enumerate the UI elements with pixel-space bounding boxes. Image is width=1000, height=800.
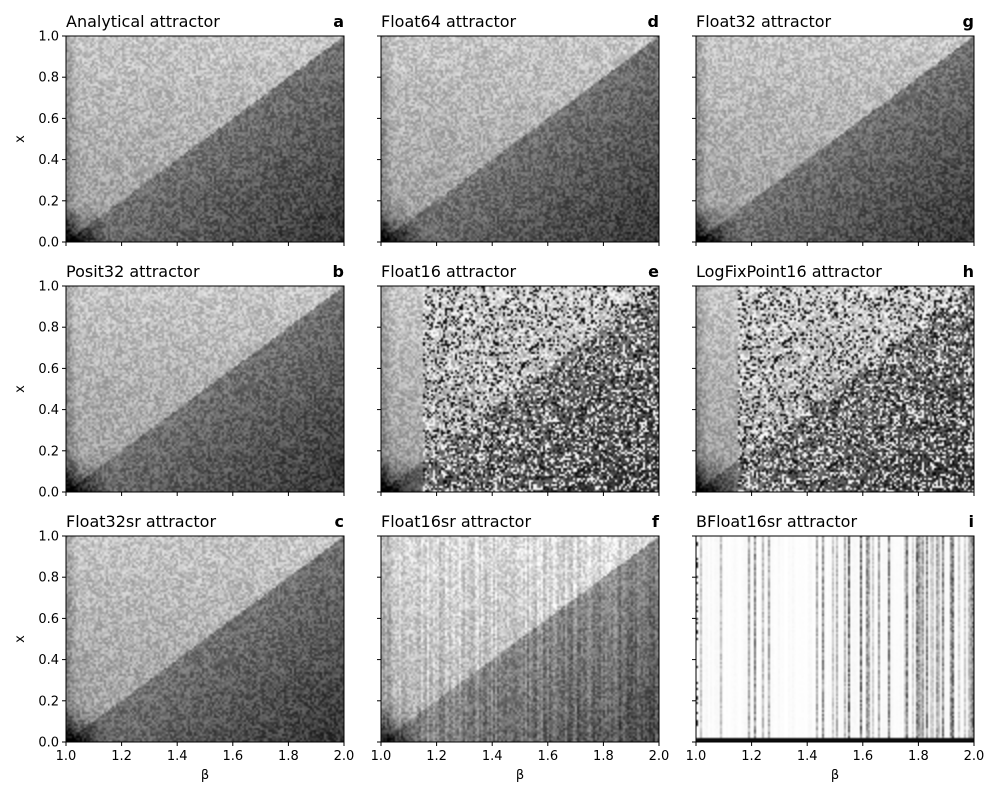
y-tick-label: 0.2 [38,444,59,459]
panel-title: Float16 attractor [381,262,517,281]
panel-letter: d [648,12,659,31]
x-tick-label: 1.6 [537,749,558,764]
panel-title: Float16sr attractor [381,512,531,531]
x-axis-label: β [831,768,839,783]
y-tick-label: 0.8 [38,71,59,86]
x-tick-label: 1.8 [908,749,929,764]
x-tick-label: 1.2 [111,749,132,764]
panel-g: Float32 attractor g [692,12,975,246]
panel-c: Float32sr attractor c 1.0 1.2 1.4 1.6 1.8 2.0 0.… [13,512,354,783]
y-tick-label: 0.6 [38,612,59,627]
panel-title: Analytical attractor [66,12,220,31]
panel-title: Posit32 attractor [66,262,200,281]
axes-frame [65,35,345,243]
y-axis-label: x [13,135,28,143]
y-tick-label: 1.0 [38,30,59,45]
y-tick-label: 0.4 [38,153,59,168]
y-axis-label: x [13,635,28,643]
panel-b: Posit32 attractor b 0.0 0.2 0.4 0.6 0.8 1.0 x [13,262,345,501]
x-tick-label: 1.6 [852,749,873,764]
density-image-d [381,36,659,242]
x-tick-label: 1.2 [426,749,447,764]
panel-i: BFloat16sr attractor i 1.0 1.2 1.4 1.6 1.8 2.0 β [686,512,985,783]
panel-title: BFloat16sr attractor [696,512,857,531]
panel-f: Float16sr attractor f 1.0 1.2 1.4 1.6 1.8 2.0 β [371,512,670,783]
panel-h: LogFixPoint16 attractor h [692,262,975,496]
panel-e: Float16 attractor e [377,262,660,496]
y-tick-label: 0.0 [38,236,59,251]
x-tick-label: 1.0 [686,749,707,764]
panel-letter: c [335,512,344,531]
x-tick-label: 2.0 [649,749,670,764]
axes-frame [380,535,660,743]
panel-title: Float32sr attractor [66,512,216,531]
density-image-c [66,536,344,742]
x-tick-label: 1.8 [278,749,299,764]
x-tick-label: 1.0 [56,749,77,764]
y-tick-label: 0.0 [38,486,59,501]
panel-letter: i [969,512,974,531]
density-image-b [66,286,344,492]
axes-frame [695,535,975,743]
panel-title: LogFixPoint16 attractor [696,262,882,281]
y-tick-label: 0.6 [38,362,59,377]
x-tick-label: 1.2 [741,749,762,764]
density-image-h [696,286,974,492]
y-tick-label: 0.2 [38,694,59,709]
axes-frame [380,285,660,493]
panel-letter: g [963,12,974,31]
y-tick-label: 0.4 [38,653,59,668]
panel-d: Float64 attractor d [377,12,660,246]
y-tick-label: 0.0 [38,736,59,751]
axes-frame [695,35,975,243]
density-image-i [696,536,974,742]
x-tick-label: 1.4 [482,749,503,764]
y-tick-label: 0.8 [38,571,59,586]
density-image-f [381,536,659,742]
x-axis-label: β [201,768,209,783]
x-tick-label: 1.8 [593,749,614,764]
panel-title: Float64 attractor [381,12,517,31]
x-tick-label: 2.0 [964,749,985,764]
axes-frame [65,535,345,743]
density-image-a [66,36,344,242]
x-tick-label: 1.6 [222,749,243,764]
y-tick-label: 0.4 [38,403,59,418]
y-tick-label: 0.8 [38,321,59,336]
y-tick-label: 0.6 [38,112,59,127]
y-tick-label: 0.2 [38,194,59,209]
panel-letter: b [333,262,344,281]
x-tick-label: 1.4 [797,749,818,764]
x-tick-label: 1.0 [371,749,392,764]
panel-letter: h [963,262,974,281]
y-axis-label: x [13,385,28,393]
axes-frame [695,285,975,493]
axes-frame [380,35,660,243]
y-tick-label: 1.0 [38,280,59,295]
panel-letter: e [648,262,659,281]
panel-letter: a [333,12,344,31]
x-tick-label: 1.4 [167,749,188,764]
x-axis-label: β [516,768,524,783]
panel-title: Float32 attractor [696,12,832,31]
x-tick-label: 2.0 [334,749,355,764]
density-image-g [696,36,974,242]
panel-letter: f [652,512,660,531]
panel-a: Analytical attractor a 0.0 0.2 0.4 0.6 0.8 1.0 x [13,12,345,251]
density-image-e [381,286,659,492]
y-tick-label: 1.0 [38,530,59,545]
axes-frame [65,285,345,493]
